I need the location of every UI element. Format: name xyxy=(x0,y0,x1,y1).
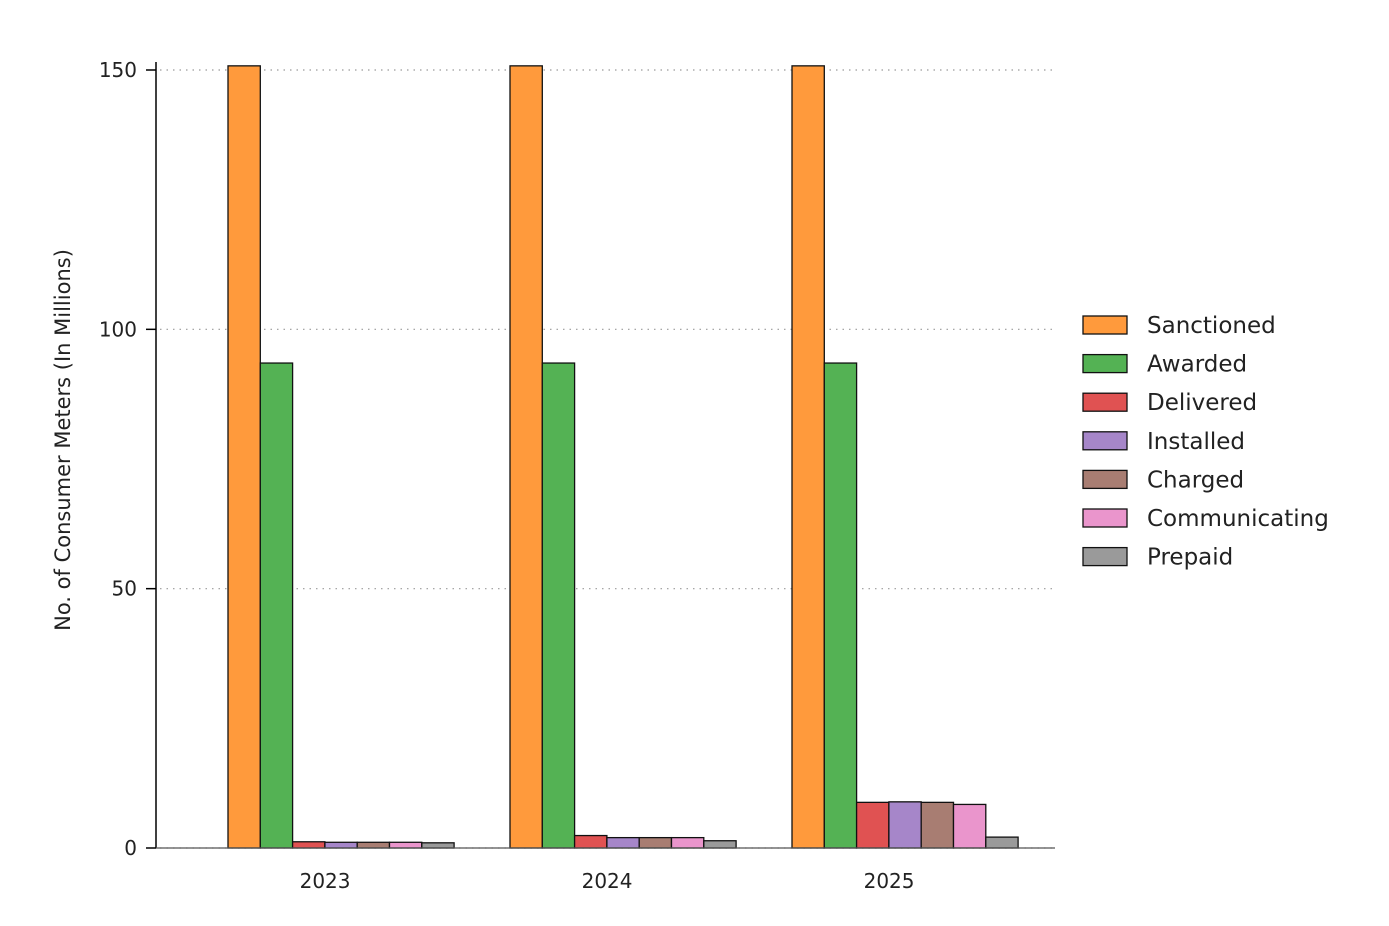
bar-installed-2023 xyxy=(324,841,358,849)
legend-swatch xyxy=(1082,508,1128,528)
y-axis-title: No. of Consumer Meters (In Millions) xyxy=(51,249,75,631)
grid-lines xyxy=(160,69,1055,849)
legend-swatch xyxy=(1082,431,1128,451)
x-tick-label: 2024 xyxy=(582,869,633,893)
bar-communicating-2025 xyxy=(952,803,987,849)
bar-installed-2025 xyxy=(888,801,922,849)
legend-swatch xyxy=(1082,353,1128,374)
legend-label: Communicating xyxy=(1147,506,1329,532)
legend-label: Prepaid xyxy=(1147,545,1233,571)
x-tick-label: 2025 xyxy=(864,869,915,893)
bar-delivered-2023 xyxy=(291,841,326,849)
bar-installed-2024 xyxy=(606,836,640,849)
bar-charged-2024 xyxy=(638,836,673,849)
bar-prepaid-2024 xyxy=(703,840,737,849)
legend-label: Delivered xyxy=(1147,390,1257,416)
axes xyxy=(155,62,1055,849)
legend-label: Charged xyxy=(1147,467,1244,493)
legend-swatch xyxy=(1082,315,1128,335)
bar-prepaid-2023 xyxy=(421,842,455,849)
x-tick-label: 2023 xyxy=(300,869,351,893)
bars xyxy=(227,65,1019,849)
bar-sanctioned-2024 xyxy=(509,65,543,849)
legend: Sanctioned Awarded Delivered Installed Charg… xyxy=(1082,313,1329,571)
bar-sanctioned-2023 xyxy=(227,65,261,849)
bar-prepaid-2025 xyxy=(985,836,1019,849)
y-tick-label: 50 xyxy=(112,577,137,601)
bar-awarded-2023 xyxy=(259,362,294,849)
bar-communicating-2024 xyxy=(670,836,705,849)
y-tick-label: 150 xyxy=(99,58,137,82)
legend-swatch xyxy=(1082,392,1128,412)
bar-awarded-2025 xyxy=(823,362,858,849)
legend-label: Sanctioned xyxy=(1147,313,1276,339)
bar-charged-2023 xyxy=(356,841,391,849)
x-ticks: 2023 2024 2025 xyxy=(300,869,915,893)
legend-swatch xyxy=(1082,546,1128,567)
bar-charged-2025 xyxy=(920,801,955,849)
bar-awarded-2024 xyxy=(541,362,576,849)
bar-delivered-2025 xyxy=(855,801,890,849)
legend-label: Awarded xyxy=(1147,352,1247,378)
bar-delivered-2024 xyxy=(573,834,608,849)
y-ticks: 0 50 100 150 xyxy=(99,58,156,860)
bar-sanctioned-2025 xyxy=(791,65,825,849)
y-tick-label: 0 xyxy=(124,836,137,860)
y-tick-label: 100 xyxy=(99,317,137,341)
legend-swatch xyxy=(1082,469,1128,490)
bar-communicating-2023 xyxy=(388,841,423,849)
legend-label: Installed xyxy=(1147,429,1245,455)
